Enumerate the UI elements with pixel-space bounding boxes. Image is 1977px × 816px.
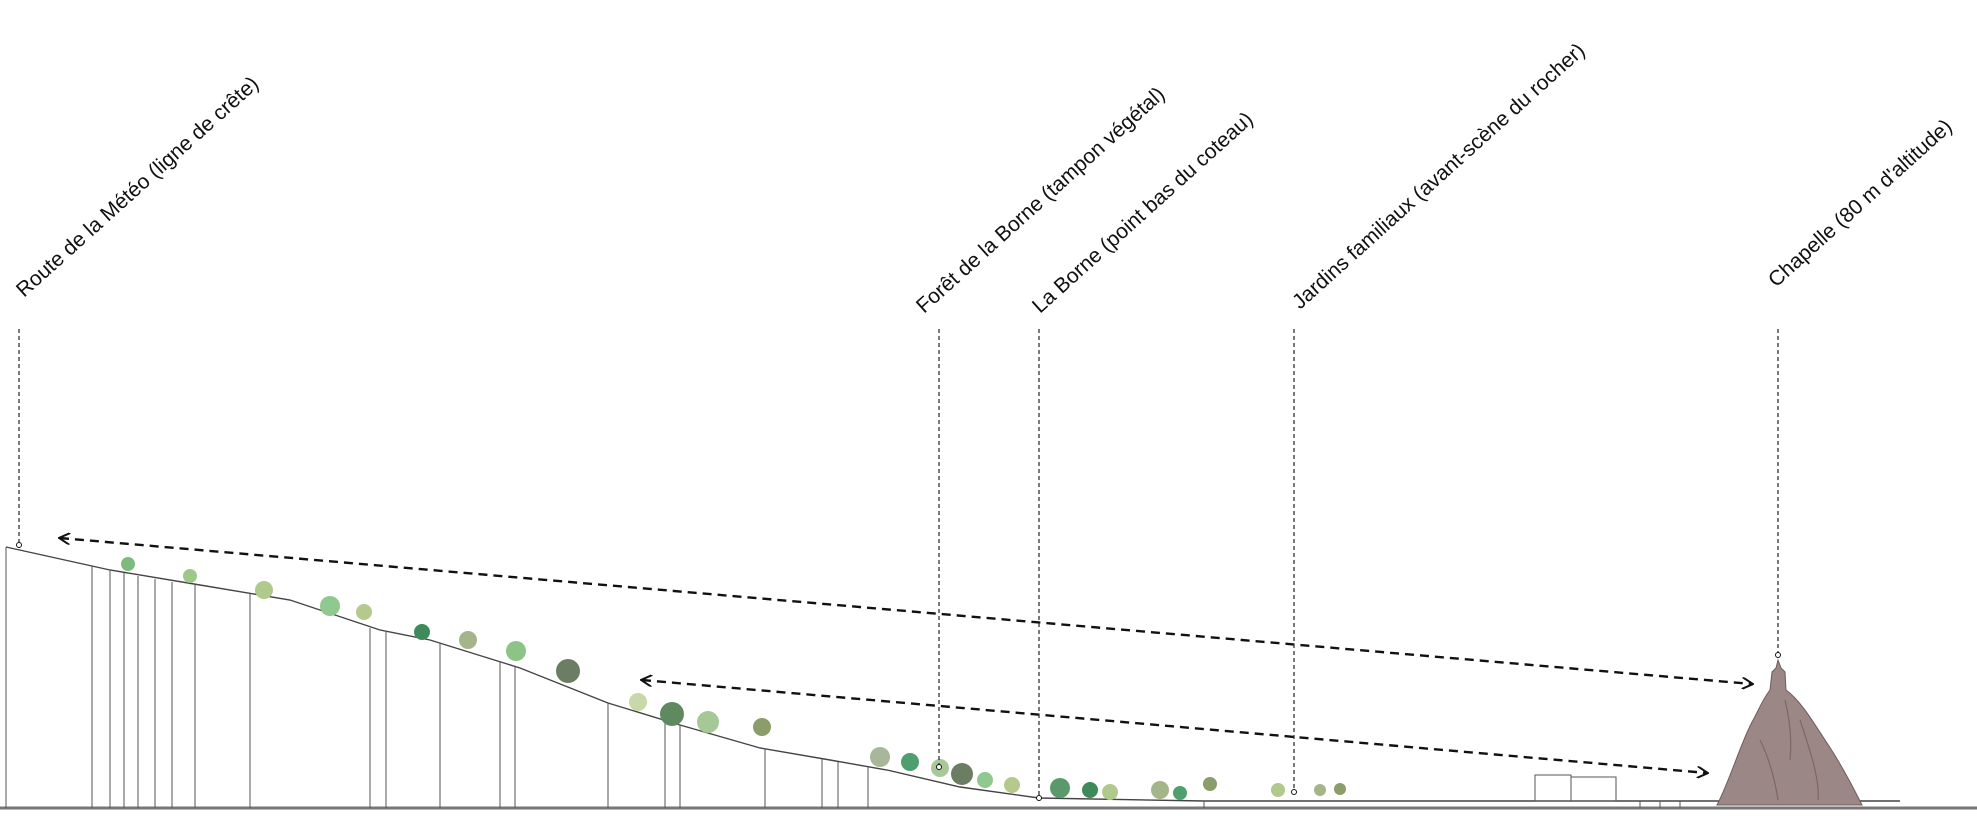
annotation: Route de la Météo (ligne de crête) [12, 72, 263, 302]
annotation: La Borne (point bas du coteau) [1028, 108, 1258, 318]
view-arrow [60, 538, 1752, 684]
guides [16, 329, 1781, 801]
annotation: Forêt de la Borne (tampon végétal) [912, 83, 1169, 318]
terrain-profile [5, 546, 1900, 802]
annotation: Chapelle (80 m d'altitude) [1764, 115, 1957, 292]
rock [1716, 658, 1863, 806]
trees [121, 557, 1346, 800]
annotation: Jardins familiaux (avant-scène du rocher… [1288, 39, 1590, 314]
rock-detail [1759, 699, 1819, 801]
view-arrow [642, 680, 1707, 773]
